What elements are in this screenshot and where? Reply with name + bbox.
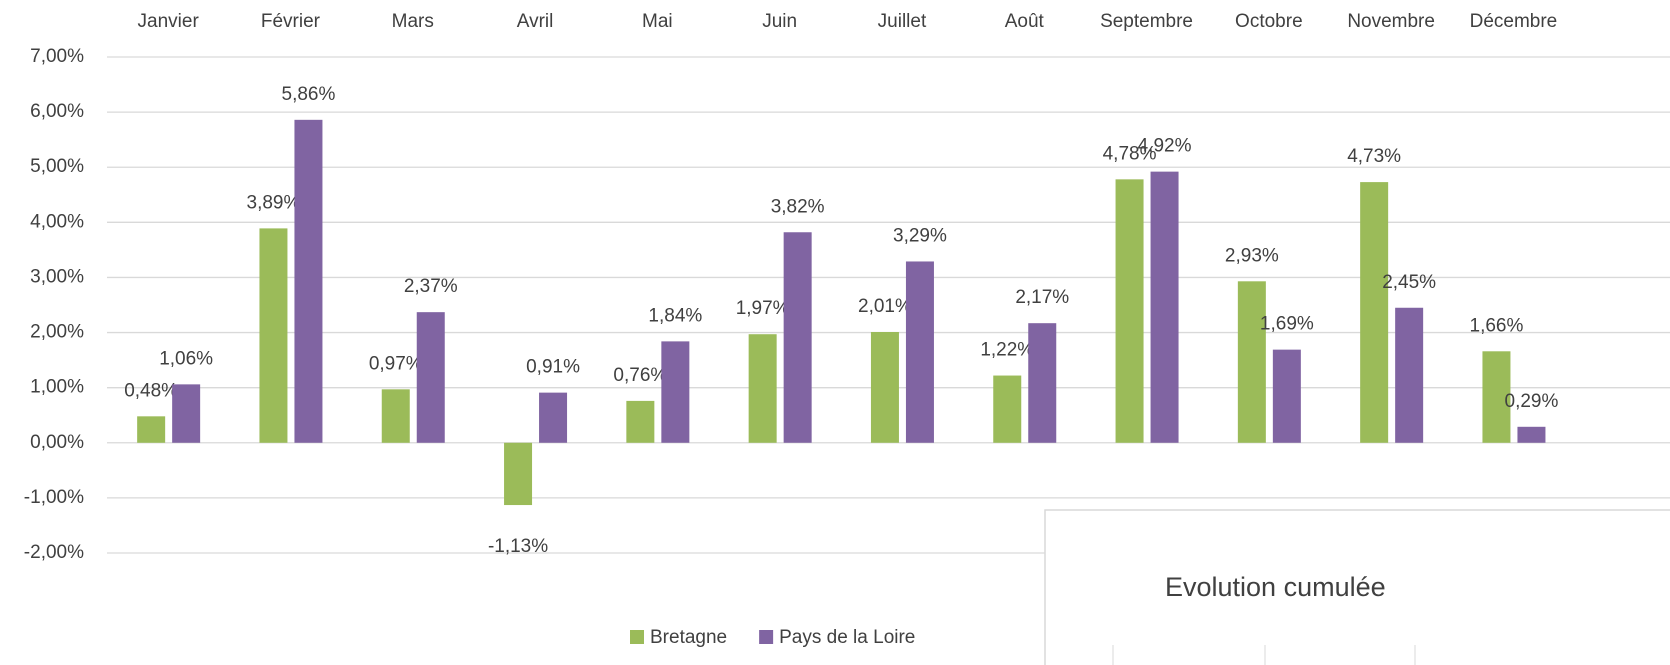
- bar: [1237, 281, 1266, 443]
- y-tick-label: 7,00%: [30, 46, 84, 67]
- y-tick-label: -2,00%: [24, 542, 84, 563]
- bar: [1517, 426, 1546, 443]
- bar: [137, 416, 166, 443]
- x-tick-label: Novembre: [1347, 11, 1435, 32]
- bar: [993, 375, 1022, 443]
- bar: [1028, 323, 1057, 443]
- bar: [1150, 171, 1179, 443]
- bar: [259, 228, 288, 443]
- data-label: 1,69%: [1260, 314, 1314, 335]
- bar: [539, 392, 568, 443]
- x-tick-label: Septembre: [1100, 11, 1193, 32]
- x-tick-label: Juillet: [878, 11, 927, 32]
- bar: [381, 389, 410, 443]
- data-label: -1,13%: [488, 536, 548, 557]
- data-label: 1,66%: [1470, 315, 1524, 336]
- legend-swatch: [630, 630, 644, 644]
- bar: [1482, 351, 1511, 443]
- legend-label: Bretagne: [650, 627, 727, 648]
- bar: [661, 341, 690, 443]
- data-label: 1,84%: [648, 305, 702, 326]
- y-tick-label: -1,00%: [24, 487, 84, 508]
- x-tick-label: Mars: [392, 11, 434, 32]
- bar: [626, 400, 655, 443]
- data-label: 0,76%: [613, 365, 667, 386]
- data-label: 2,01%: [858, 296, 912, 317]
- data-label: 4,78%: [1103, 143, 1157, 164]
- bar: [1360, 182, 1389, 443]
- y-tick-label: 3,00%: [30, 266, 84, 287]
- x-tick-label: Janvier: [138, 11, 200, 32]
- data-label: 3,89%: [247, 192, 301, 213]
- bar: [1395, 307, 1424, 443]
- x-tick-label: Août: [1005, 11, 1045, 32]
- x-tick-label: Juin: [762, 11, 797, 32]
- data-label: 0,48%: [124, 380, 178, 401]
- bar: [172, 384, 201, 443]
- x-tick-label: Février: [261, 11, 321, 32]
- y-tick-label: 2,00%: [30, 322, 84, 343]
- data-label: 0,97%: [369, 353, 423, 374]
- x-tick-label: Octobre: [1235, 11, 1303, 32]
- bar: [1272, 349, 1301, 443]
- data-label: 2,93%: [1225, 245, 1279, 266]
- bar: [783, 232, 812, 443]
- bar: [748, 334, 777, 443]
- overlay-chart: Evolution cumulée: [1044, 509, 1670, 665]
- bar: [905, 261, 934, 443]
- data-label: 2,45%: [1382, 272, 1436, 293]
- data-label: 4,73%: [1347, 146, 1401, 167]
- data-label: 1,97%: [736, 298, 790, 319]
- data-label: 5,86%: [282, 84, 336, 105]
- data-label: 4,92%: [1138, 136, 1192, 157]
- y-tick-label: 5,00%: [30, 156, 84, 177]
- bar: [504, 442, 533, 506]
- bar: [294, 119, 323, 443]
- y-tick-label: 1,00%: [30, 377, 84, 398]
- data-label: 1,06%: [159, 348, 213, 369]
- y-tick-label: 6,00%: [30, 101, 84, 122]
- overlay-frame: [1044, 509, 1670, 665]
- data-label: 2,37%: [404, 276, 458, 297]
- legend-label: Pays de la Loire: [779, 627, 915, 648]
- bar: [1115, 179, 1144, 443]
- plot-area: -2,00% -1,00% 0,00% 1,00% 2,00% 3,00% 4,00% 5,0…: [24, 11, 1670, 648]
- data-label: 0,29%: [1505, 391, 1559, 412]
- data-label: 2,17%: [1015, 287, 1069, 308]
- legend-swatch: [759, 630, 774, 644]
- x-tick-label: Mai: [642, 11, 673, 32]
- y-tick-label: 4,00%: [30, 211, 84, 232]
- data-label: 3,29%: [893, 225, 947, 246]
- x-tick-label: Avril: [517, 11, 554, 32]
- x-tick-label: Décembre: [1470, 11, 1558, 32]
- y-tick-label: 0,00%: [30, 432, 84, 453]
- data-label: 0,91%: [526, 357, 580, 378]
- data-label: 1,22%: [980, 340, 1034, 361]
- data-label: 3,82%: [771, 196, 825, 217]
- bar: [416, 312, 445, 443]
- overlay-title: Evolution cumulée: [1165, 572, 1386, 602]
- bar: [870, 332, 899, 443]
